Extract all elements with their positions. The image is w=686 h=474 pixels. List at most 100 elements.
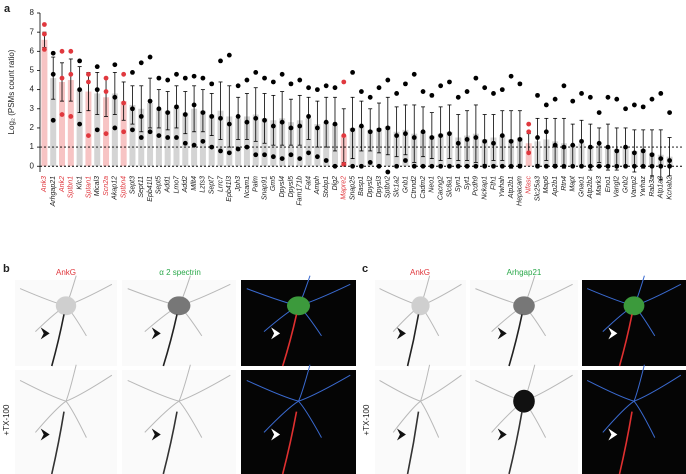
- data-point: [464, 163, 470, 169]
- data-point: [165, 77, 171, 83]
- data-point: [429, 163, 435, 169]
- dendrite: [633, 374, 682, 402]
- x-tick-label: Dpysl2: [367, 176, 374, 198]
- data-point: [438, 133, 444, 139]
- arrowhead: [151, 327, 161, 340]
- data-point: [156, 106, 162, 112]
- data-point: [297, 156, 303, 161]
- data-point: [614, 148, 620, 154]
- data-point: [649, 152, 655, 158]
- data-point: [59, 48, 65, 54]
- data-point: [121, 129, 127, 135]
- data-point: [68, 114, 74, 119]
- soma: [287, 296, 310, 316]
- x-tick-label: Snap25: [349, 176, 356, 200]
- data-point: [314, 87, 320, 93]
- data-point: [209, 81, 215, 87]
- micrograph: [15, 364, 117, 474]
- dendrite: [178, 364, 191, 402]
- data-point: [631, 163, 637, 169]
- data-point: [235, 83, 241, 89]
- data-point: [394, 133, 400, 139]
- data-point: [385, 77, 391, 83]
- y-tick-label: 6: [30, 46, 35, 55]
- x-tick-label: Syn1: [455, 176, 462, 192]
- data-point: [103, 89, 109, 94]
- micrograph: [470, 275, 578, 367]
- y-tick-label: 7: [30, 27, 35, 36]
- data-point: [306, 114, 311, 119]
- image-frame: [15, 280, 117, 366]
- x-tick-label: Mapre2: [341, 176, 348, 200]
- data-point: [429, 92, 435, 98]
- arrowhead: [40, 327, 50, 340]
- x-tick-label: Epb41l3: [226, 176, 233, 202]
- soma: [623, 296, 645, 316]
- data-point: [640, 148, 646, 154]
- data-point: [420, 163, 426, 169]
- data-point: [658, 156, 664, 161]
- data-point: [165, 135, 171, 140]
- arrowhead: [608, 428, 618, 441]
- data-point: [182, 140, 188, 146]
- data-point: [385, 125, 391, 131]
- x-tick-label: Atp1a3: [658, 176, 665, 199]
- dendrite: [633, 400, 656, 438]
- data-point: [182, 75, 188, 81]
- soma: [513, 296, 535, 316]
- x-tick-label: Mllt4: [191, 176, 198, 191]
- x-tick-label: Fam171b: [297, 176, 304, 206]
- data-point: [473, 135, 479, 140]
- data-point: [403, 131, 408, 137]
- bar: [208, 114, 215, 167]
- x-tick-label: Sept11: [138, 176, 145, 198]
- data-point: [121, 71, 127, 77]
- dendrite: [65, 364, 77, 402]
- data-point: [226, 121, 232, 127]
- x-tick-label: Eno1: [605, 176, 612, 192]
- data-point: [535, 135, 540, 140]
- data-point: [587, 94, 593, 100]
- x-tick-label: Akap12: [112, 176, 119, 201]
- data-point: [323, 83, 329, 89]
- data-point: [473, 75, 479, 81]
- x-tick-label: Slc8a1: [446, 176, 453, 198]
- x-tick-label: Mark3: [596, 176, 603, 196]
- data-point: [103, 75, 109, 81]
- x-tick-label: Ncam1: [244, 176, 251, 198]
- data-point: [508, 138, 514, 144]
- y-axis-title: Log₂ (PSMs count ratio): [7, 49, 16, 134]
- data-point: [253, 69, 259, 75]
- axon: [162, 411, 178, 474]
- data-point: [279, 71, 285, 77]
- data-point: [270, 154, 276, 160]
- image-frame: [470, 370, 578, 474]
- data-point: [579, 138, 584, 144]
- data-point: [526, 150, 532, 156]
- data-point: [112, 125, 118, 131]
- data-point: [244, 77, 250, 83]
- bar: [85, 91, 92, 167]
- bar: [305, 118, 312, 167]
- data-point: [561, 83, 567, 89]
- bar: [76, 89, 83, 167]
- x-tick-label: Scn2a: [103, 176, 110, 196]
- data-point: [59, 112, 65, 117]
- dendrite: [420, 364, 431, 402]
- micrograph: [375, 364, 466, 474]
- data-point: [218, 148, 223, 154]
- micrograph: [582, 275, 686, 367]
- data-point: [350, 127, 355, 133]
- data-point: [323, 119, 329, 125]
- x-tick-label: Amph: [314, 176, 321, 195]
- data-point: [596, 140, 602, 146]
- data-point: [535, 92, 540, 98]
- data-point: [587, 144, 593, 150]
- x-tick-label: Dpysl5: [288, 176, 295, 198]
- micrograph: [241, 275, 356, 367]
- data-point: [605, 144, 611, 150]
- soma: [167, 296, 191, 316]
- bar: [59, 81, 66, 167]
- x-tick-label: Dpysl3: [376, 176, 383, 198]
